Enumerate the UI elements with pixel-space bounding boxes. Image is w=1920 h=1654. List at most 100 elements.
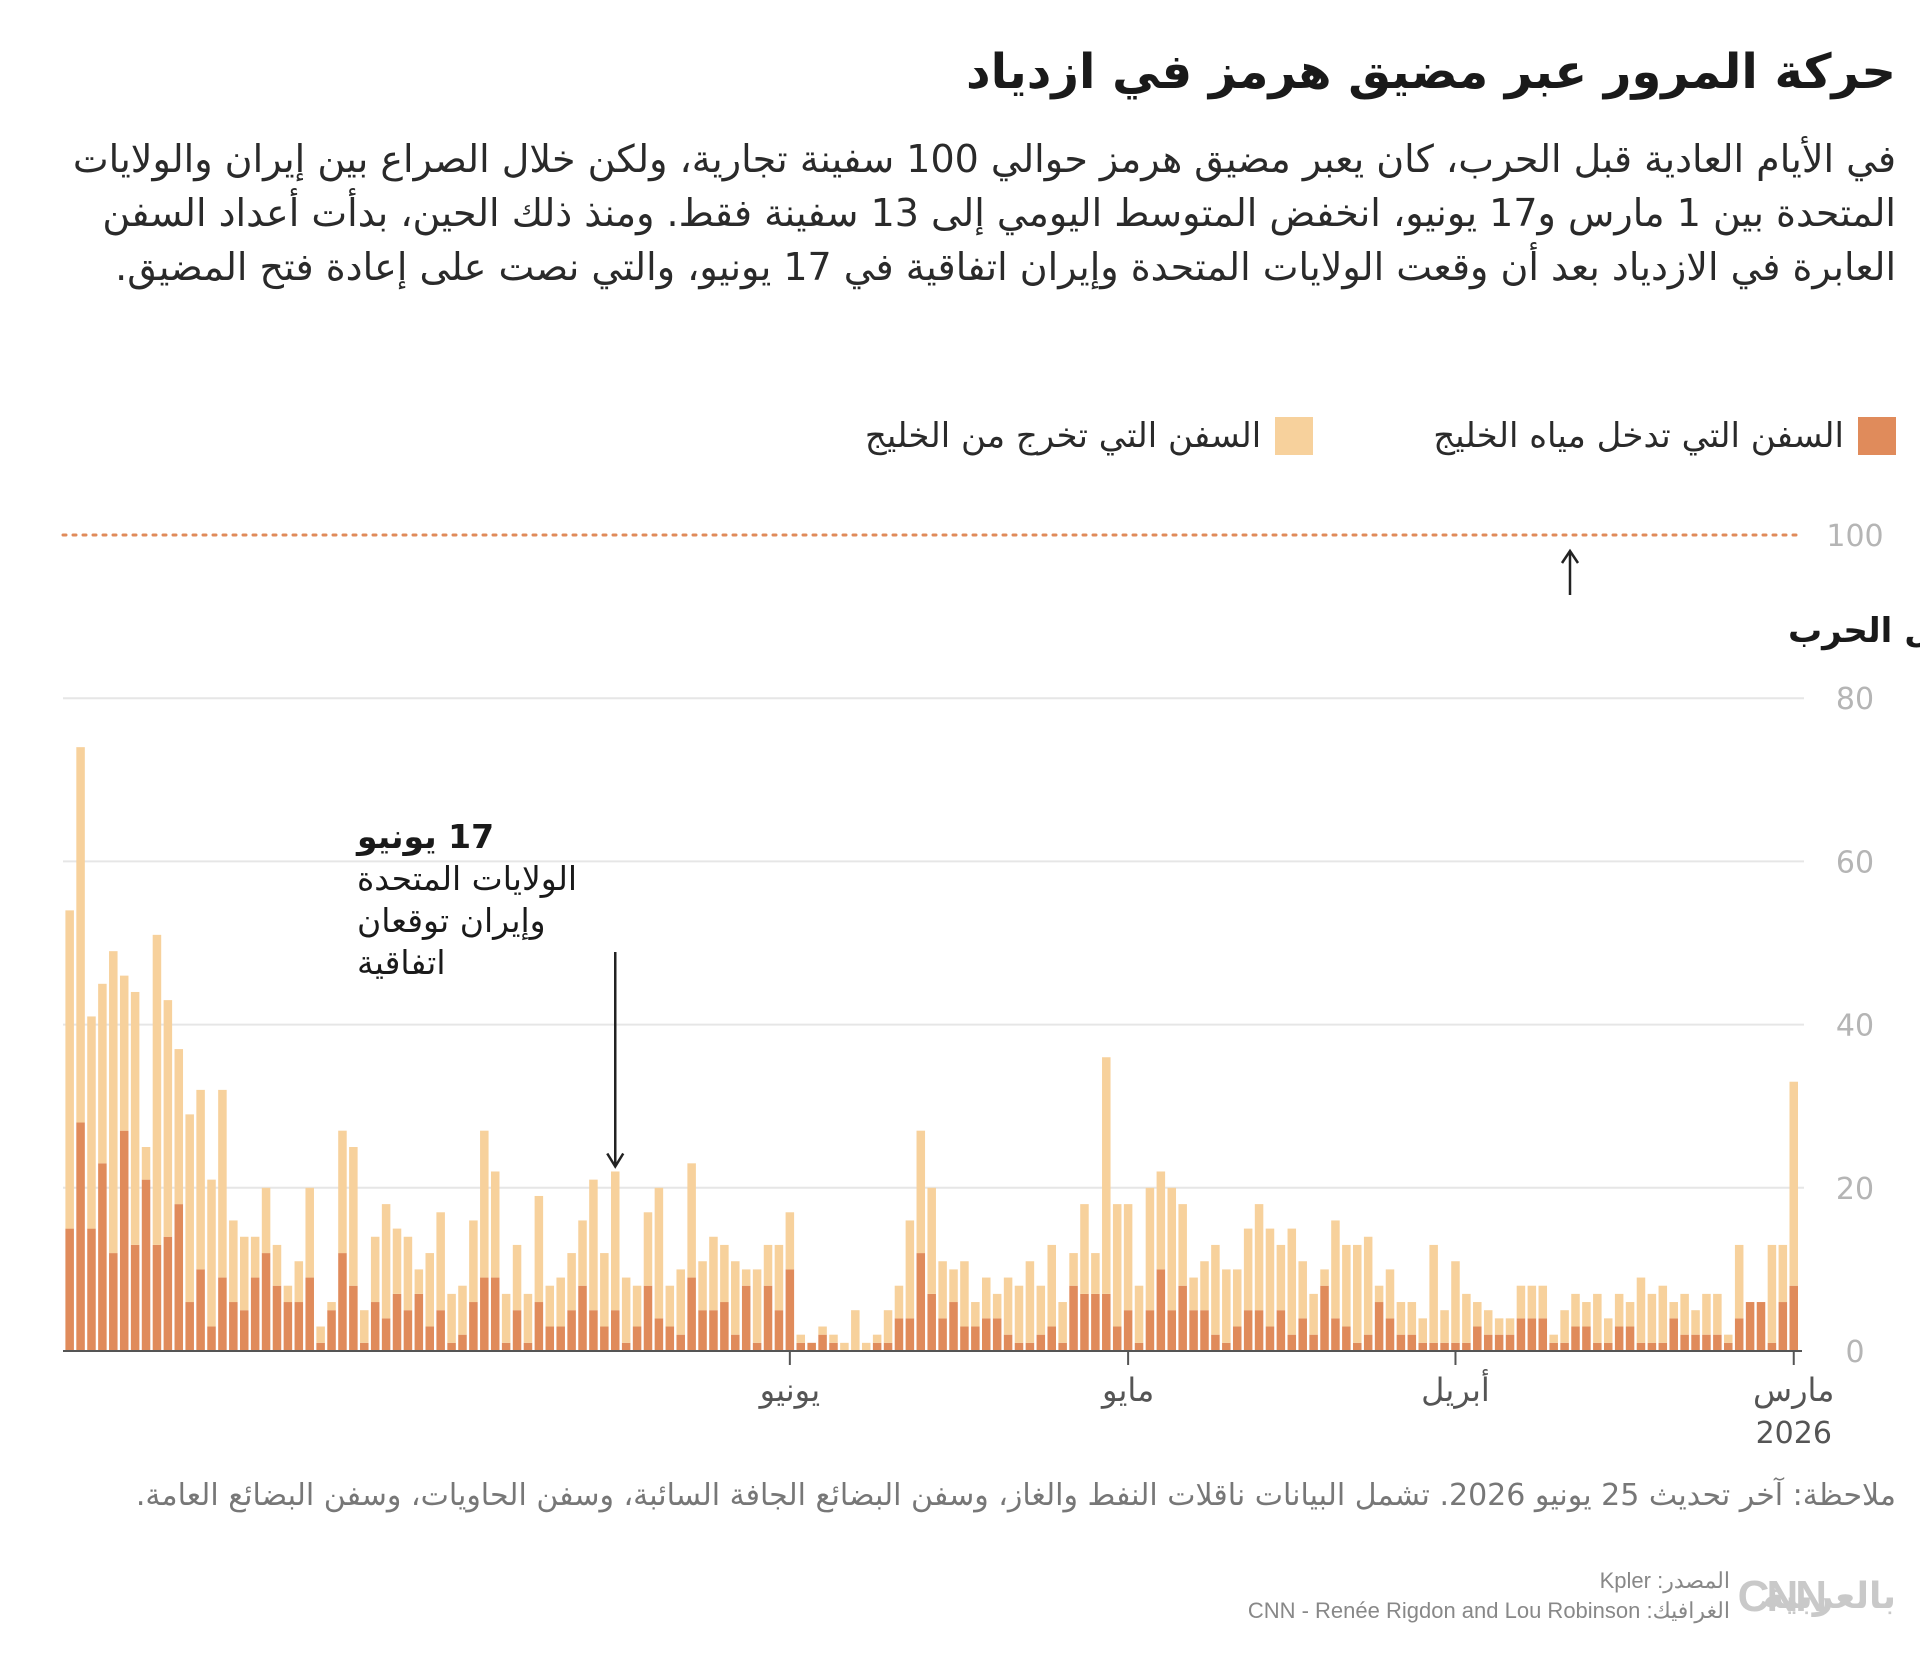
bar-outbound xyxy=(1614,1293,1624,1327)
bar-outbound xyxy=(1451,1261,1460,1343)
bar-inbound xyxy=(381,1318,391,1351)
bar-inbound xyxy=(807,1342,816,1351)
bar-inbound xyxy=(698,1310,707,1351)
bar-inbound xyxy=(1767,1342,1777,1351)
bar-outbound xyxy=(1462,1293,1471,1343)
logo-cnn-text: CNN xyxy=(1737,1572,1827,1621)
bar-outbound xyxy=(1669,1302,1678,1319)
bar-outbound xyxy=(1211,1244,1220,1335)
bar-outbound xyxy=(1353,1244,1362,1343)
bar-outbound xyxy=(785,1212,795,1270)
annotation-text-line: الولايات المتحدة xyxy=(357,859,577,898)
y-tick-label: 60 xyxy=(1836,845,1874,880)
bar-inbound xyxy=(1134,1342,1144,1351)
bar-outbound xyxy=(523,1293,533,1343)
bar-inbound xyxy=(1003,1334,1013,1351)
reference-line-label: المتوسط اليومي قبل الحرب xyxy=(1788,611,1920,651)
bar-outbound xyxy=(370,1236,380,1303)
bar-inbound xyxy=(1374,1302,1384,1351)
reference-line-group: المتوسط اليومي قبل الحرب xyxy=(61,533,1920,651)
bar-inbound xyxy=(523,1342,533,1351)
bar-inbound xyxy=(1320,1285,1329,1351)
bar-inbound xyxy=(1407,1334,1417,1351)
bar-outbound xyxy=(1254,1204,1264,1311)
bar-inbound xyxy=(349,1285,358,1351)
bar-outbound xyxy=(1734,1244,1744,1319)
bar-outbound xyxy=(1440,1310,1449,1343)
bar-outbound xyxy=(1309,1293,1318,1335)
bar-outbound xyxy=(916,1130,926,1254)
bar-outbound xyxy=(261,1187,271,1254)
bar-outbound xyxy=(1134,1285,1144,1343)
bar-outbound xyxy=(872,1334,882,1343)
y-tick-label: 20 xyxy=(1836,1172,1874,1207)
bar-inbound xyxy=(1385,1318,1395,1351)
bar-outbound xyxy=(141,1147,151,1180)
bar-outbound xyxy=(1636,1277,1646,1343)
bar-outbound xyxy=(174,1049,184,1205)
bar-inbound xyxy=(1789,1285,1798,1351)
bar-outbound xyxy=(250,1236,260,1278)
bar-outbound xyxy=(818,1326,827,1335)
bar-inbound xyxy=(578,1285,587,1351)
bar-outbound xyxy=(763,1244,773,1286)
bar-outbound xyxy=(1156,1171,1166,1270)
bar-outbound xyxy=(196,1089,205,1270)
cnn-arabic-logo: CNN بالعربية xyxy=(1736,1570,1896,1630)
bar-inbound xyxy=(87,1228,96,1351)
bar-inbound xyxy=(676,1334,685,1351)
bar-inbound xyxy=(1211,1334,1220,1351)
bar-outbound xyxy=(207,1179,216,1327)
bar-outbound xyxy=(960,1261,969,1327)
bar-inbound xyxy=(1778,1302,1788,1351)
bar-inbound xyxy=(971,1326,980,1351)
bar-inbound xyxy=(185,1302,194,1351)
bar-outbound xyxy=(414,1269,424,1294)
legend-label-outbound: السفن التي تخرج من الخليج xyxy=(864,416,1262,456)
bar-inbound xyxy=(1047,1326,1056,1351)
bar-inbound xyxy=(414,1293,424,1351)
bar-outbound xyxy=(632,1285,642,1327)
legend-label-inbound: السفن التي تدخل مياه الخليج xyxy=(1433,416,1844,456)
bar-outbound xyxy=(130,991,140,1245)
bar-inbound xyxy=(130,1244,140,1351)
bar-inbound xyxy=(567,1310,576,1351)
bar-inbound xyxy=(229,1302,238,1351)
bar-inbound xyxy=(1734,1318,1744,1351)
bar-inbound xyxy=(1014,1342,1024,1351)
legend: السفن التي تدخل مياه الخليج السفن التي ت… xyxy=(36,406,1896,466)
bar-inbound xyxy=(1745,1302,1755,1351)
bar-inbound xyxy=(1440,1342,1449,1351)
bar-outbound xyxy=(643,1212,653,1286)
bar-outbound xyxy=(1429,1244,1438,1343)
bar-inbound xyxy=(250,1277,260,1351)
bar-outbound xyxy=(1538,1285,1548,1319)
bar-outbound xyxy=(65,910,74,1229)
bar-inbound xyxy=(665,1326,675,1351)
bar-outbound xyxy=(109,951,118,1254)
bar-outbound xyxy=(905,1220,915,1319)
bar-inbound xyxy=(1243,1310,1253,1351)
x-tick-label: أبريل xyxy=(1421,1369,1490,1409)
bar-outbound xyxy=(610,1171,620,1311)
bar-outbound xyxy=(1494,1318,1504,1335)
bar-inbound xyxy=(480,1277,489,1351)
legend-swatch-inbound xyxy=(1858,417,1896,455)
bar-outbound xyxy=(1724,1334,1733,1343)
bar-outbound xyxy=(774,1244,784,1311)
bar-outbound xyxy=(218,1089,227,1278)
bar-outbound xyxy=(1691,1310,1700,1335)
bar-outbound xyxy=(1789,1081,1798,1286)
bar-outbound xyxy=(1265,1228,1275,1327)
bar-inbound xyxy=(447,1342,456,1351)
bar-outbound xyxy=(403,1236,413,1311)
y-tick-label: 80 xyxy=(1836,682,1874,717)
annotation-date: 17 يونيو xyxy=(355,817,494,857)
bar-outbound xyxy=(698,1261,707,1311)
bar-inbound xyxy=(65,1228,74,1351)
bar-inbound xyxy=(1102,1293,1111,1351)
bar-outbound xyxy=(1593,1293,1602,1343)
bar-outbound xyxy=(1418,1318,1427,1343)
bar-inbound xyxy=(1254,1310,1264,1351)
bar-inbound xyxy=(1080,1293,1089,1351)
